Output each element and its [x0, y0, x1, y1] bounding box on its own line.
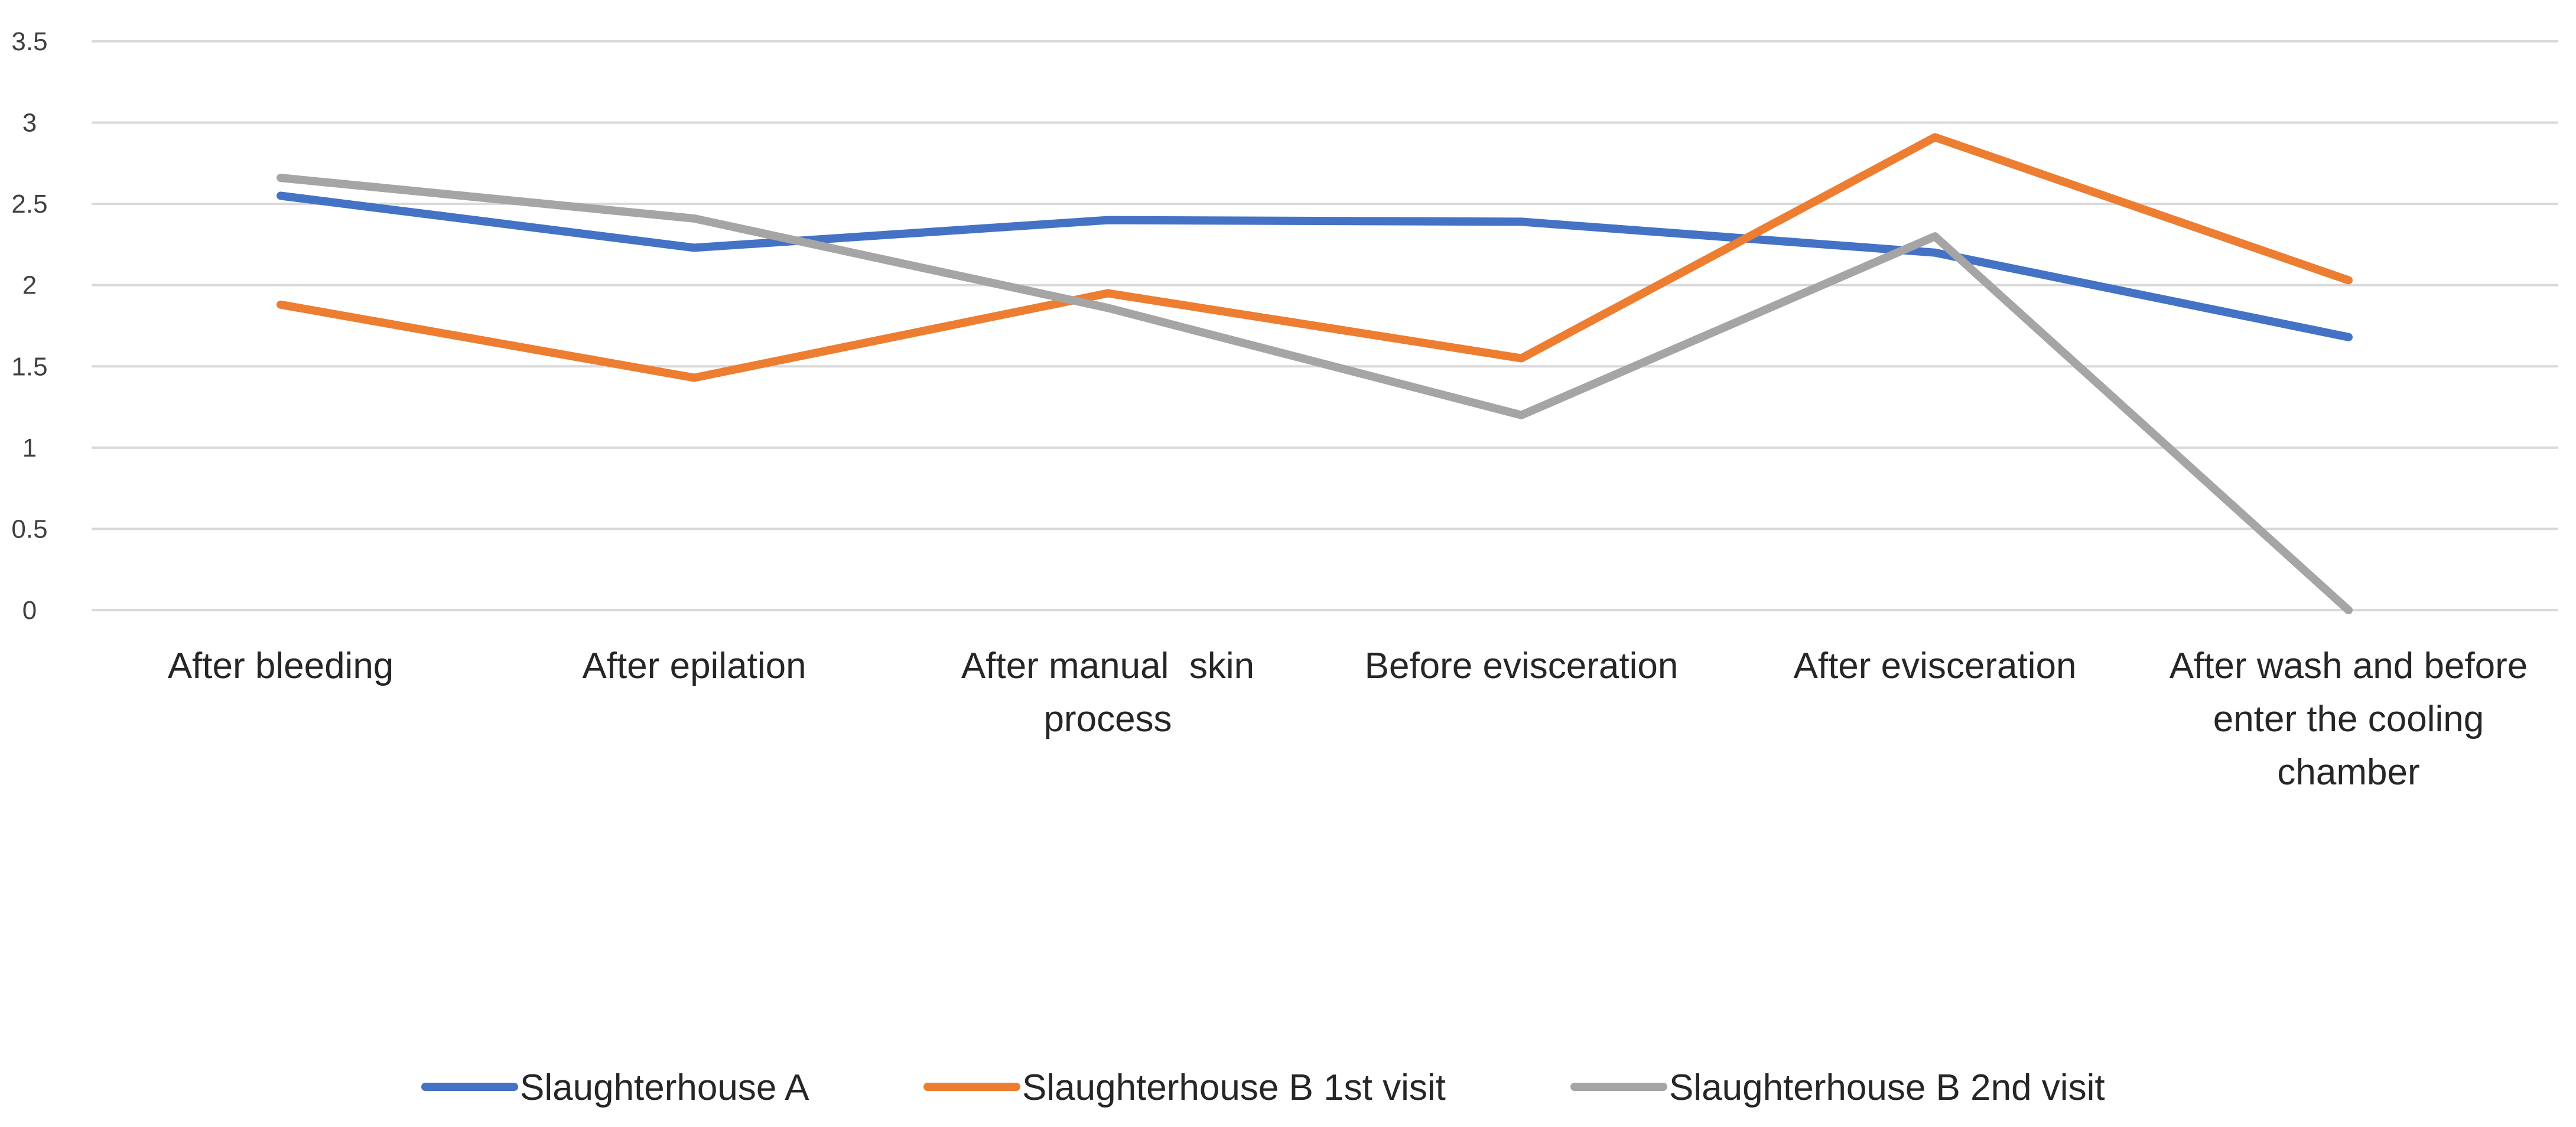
x-category-label-line: Before evisceration	[1365, 646, 1679, 686]
x-category-label: After evisceration	[1794, 646, 2077, 686]
y-axis-tick-labels: 0 0.5 1 1.5 2 2.5 3 3.5	[11, 27, 47, 625]
legend-label: Slaughterhouse A	[520, 1067, 809, 1108]
x-category-label-line: After wash and before	[2170, 646, 2528, 686]
y-tick-label: 3	[22, 109, 37, 138]
x-category-label-line: After manual skin	[961, 646, 1254, 686]
legend-item: Slaughterhouse A	[421, 1067, 809, 1108]
legend-item: Slaughterhouse B 2nd visit	[1570, 1067, 2105, 1108]
x-category-label: Before evisceration	[1365, 646, 1679, 686]
legend-item: Slaughterhouse B 1st visit	[923, 1067, 1446, 1108]
x-category-label-line: enter the cooling	[2213, 699, 2484, 740]
y-tick-label: 2.5	[11, 190, 47, 219]
x-category-label: After bleeding	[168, 646, 394, 686]
x-category-label: After manual skin process	[961, 646, 1254, 740]
x-category-label-line: After evisceration	[1794, 646, 2077, 686]
series-line-2	[277, 133, 2353, 382]
series-lines	[277, 133, 2353, 614]
legend: Slaughterhouse A Slaughterhouse B 1st vis…	[421, 1067, 2105, 1108]
y-tick-label: 0	[22, 596, 37, 625]
x-category-label: After wash and before enter the cooling ch…	[2170, 646, 2528, 793]
y-tick-label: 1.5	[11, 352, 47, 381]
x-category-label-line: process	[1043, 699, 1172, 740]
x-category-label-line: After bleeding	[168, 646, 394, 686]
y-tick-label: 2	[22, 271, 37, 300]
gridlines	[92, 40, 2558, 611]
y-tick-label: 1	[22, 434, 37, 462]
series-line-3	[277, 174, 2353, 614]
legend-label: Slaughterhouse B 2nd visit	[1669, 1067, 2105, 1108]
series-line-1	[277, 191, 2353, 341]
x-axis-category-labels: After bleeding After epilation After manua…	[168, 646, 2528, 793]
y-tick-label: 0.5	[11, 514, 47, 543]
x-category-label: After epilation	[582, 646, 806, 686]
y-tick-label: 3.5	[11, 27, 47, 56]
legend-label: Slaughterhouse B 1st visit	[1022, 1067, 1446, 1108]
x-category-label-line: chamber	[2277, 752, 2419, 793]
x-category-label-line: After epilation	[582, 646, 806, 686]
